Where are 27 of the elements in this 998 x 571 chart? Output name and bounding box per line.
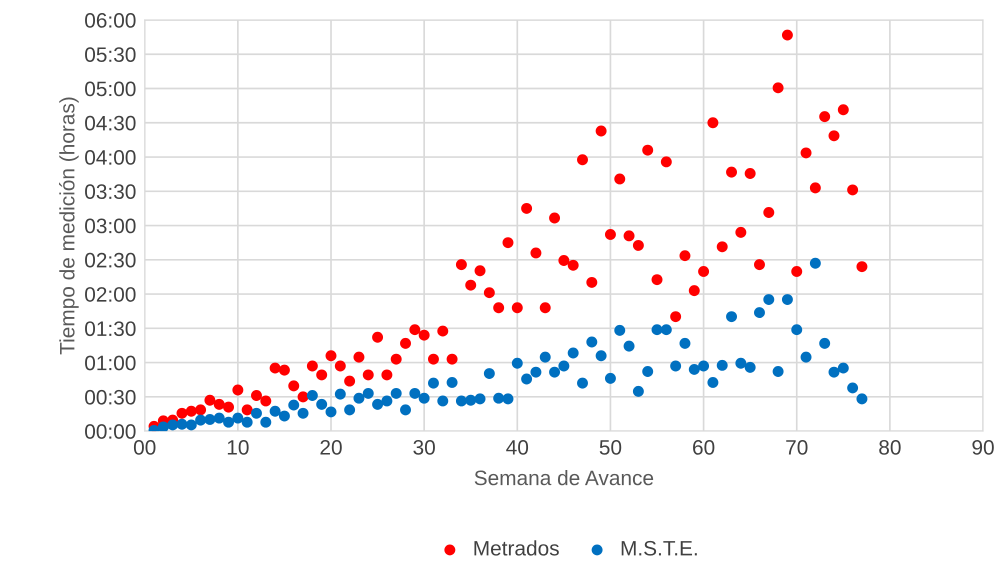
y-tick-label: 06:00 <box>85 12 136 28</box>
y-tick-label: 04:00 <box>85 150 136 165</box>
x-tick-label: 70 <box>786 440 808 455</box>
y-tick-label: 03:00 <box>85 218 136 234</box>
x-axis-title: Semana de Avance <box>474 470 654 486</box>
x-tick-label: 90 <box>972 440 994 455</box>
y-axis-title: Tiempo de medición (horas) <box>59 98 79 354</box>
legend-label: Metrados <box>474 540 559 556</box>
x-tick-label: 00 <box>134 440 156 455</box>
y-tick-label: 01:30 <box>85 321 136 336</box>
x-tick-label: 80 <box>879 440 901 455</box>
y-tick-label: 00:00 <box>85 424 136 439</box>
legend-label: M.S.T.E. <box>622 540 697 556</box>
y-tick-label: 05:00 <box>85 82 136 96</box>
y-tick-label: 05:30 <box>85 47 136 62</box>
y-tick-label: 01:00 <box>85 356 136 370</box>
y-tick-label: 00:30 <box>85 390 136 405</box>
x-tick-label: 40 <box>506 440 528 455</box>
x-tick-label: 60 <box>693 440 714 455</box>
x-tick-label: 30 <box>413 440 435 455</box>
y-tick-label: 03:30 <box>85 184 136 200</box>
y-tick-label: 02:00 <box>85 287 136 302</box>
y-tick-label: 02:30 <box>85 252 136 268</box>
x-tick-label: 10 <box>228 440 249 455</box>
x-tick-label: 20 <box>320 440 342 455</box>
x-tick-label: 50 <box>600 440 622 455</box>
y-tick-label: 04:30 <box>85 116 136 131</box>
